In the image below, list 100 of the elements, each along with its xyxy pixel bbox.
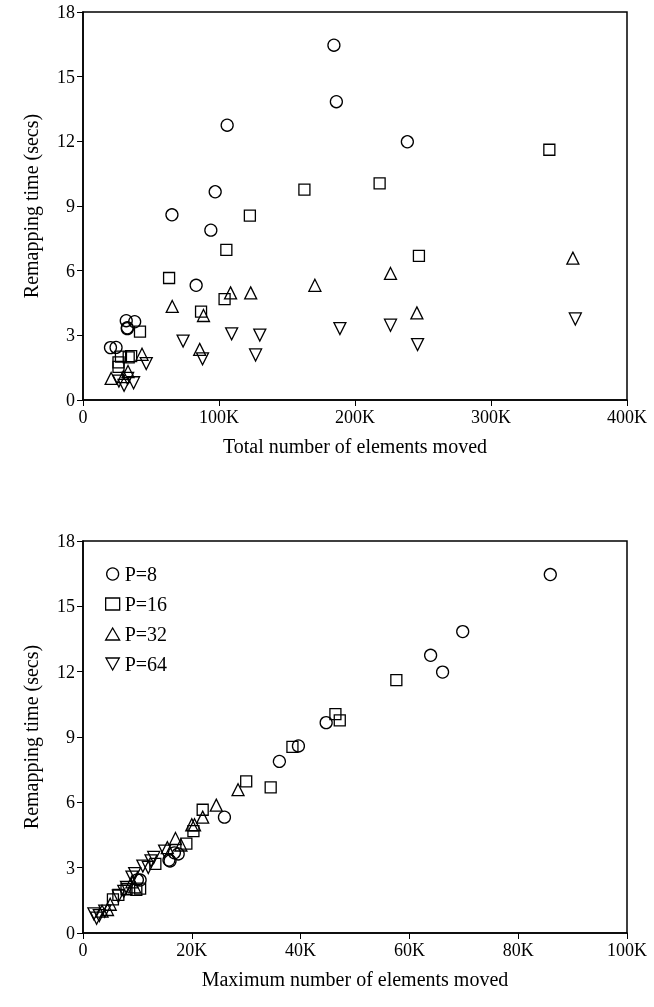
point [141, 860, 155, 875]
point [390, 674, 403, 687]
x-tick-label: 80K [502, 940, 534, 960]
point [568, 312, 582, 326]
point [165, 299, 179, 314]
point [196, 810, 210, 824]
point [112, 374, 126, 388]
point [114, 350, 128, 363]
x-tick-label: 100K [607, 940, 647, 960]
point [126, 376, 141, 390]
x-axis-title: Maximum number of elements moved [201, 968, 509, 990]
point [120, 371, 135, 386]
point [400, 135, 415, 149]
point [383, 266, 398, 281]
point [423, 648, 438, 662]
point [121, 364, 135, 379]
point [194, 305, 208, 318]
y-tick-label: 12 [57, 661, 75, 682]
point [149, 857, 162, 871]
x-tick-label: 300K [471, 407, 511, 427]
point [119, 314, 133, 328]
point [168, 831, 183, 846]
point [133, 882, 147, 895]
point [135, 347, 149, 361]
point [225, 327, 239, 341]
point [176, 334, 190, 348]
point [456, 624, 470, 639]
point [253, 328, 267, 342]
point [543, 567, 557, 582]
point [291, 739, 306, 753]
point [286, 740, 299, 753]
point [103, 340, 118, 355]
x-axis-title: Total number of elements moved [222, 435, 488, 457]
point [308, 278, 322, 292]
point [298, 183, 311, 196]
legend-label: P=64 [124, 653, 168, 675]
point [410, 306, 424, 320]
point [165, 208, 179, 222]
point [410, 337, 425, 352]
point [103, 897, 117, 911]
point [147, 850, 161, 865]
point [162, 271, 176, 285]
point [112, 360, 125, 373]
point [174, 838, 188, 852]
point [157, 844, 172, 858]
point [117, 378, 131, 392]
y-tick-label: 3 [66, 325, 75, 346]
point [196, 803, 209, 816]
y-tick-label: 0 [66, 390, 75, 410]
legend-label: P=32 [124, 623, 168, 645]
legend-label: P=16 [124, 593, 168, 615]
point [319, 715, 333, 730]
point [171, 847, 185, 861]
legend-label: P=8 [124, 563, 158, 585]
y-axis-title: Remapping time (secs) [20, 113, 43, 299]
point [240, 775, 253, 788]
y-tick-label: 6 [66, 792, 75, 813]
point [327, 38, 341, 52]
point [243, 209, 257, 222]
point [566, 251, 580, 265]
x-tick-label: 60K [393, 940, 425, 960]
point [160, 840, 174, 855]
point [209, 798, 223, 812]
point [87, 907, 101, 921]
point [264, 781, 277, 794]
y-tick-label: 9 [66, 196, 75, 216]
point [195, 352, 210, 366]
y-tick-label: 12 [57, 131, 75, 152]
point [435, 665, 450, 679]
point [220, 243, 233, 257]
point [383, 318, 398, 332]
x-tick-label: 400K [607, 407, 647, 427]
x-tick-label: 100K [199, 407, 239, 427]
point [144, 854, 158, 868]
point [112, 356, 125, 369]
point [218, 292, 231, 306]
y-tick-label: 3 [66, 857, 75, 878]
point [248, 348, 263, 362]
point [106, 893, 120, 906]
x-tick-label: 20K [176, 940, 208, 960]
x-tick-label: 40K [285, 940, 317, 960]
point [208, 185, 222, 199]
point [220, 118, 234, 132]
point [136, 859, 150, 873]
y-tick-label: 18 [57, 531, 75, 551]
y-tick-label: 6 [66, 260, 75, 281]
point [329, 707, 342, 721]
x-tick-label: 200K [335, 407, 375, 427]
point [180, 837, 193, 850]
point [128, 315, 142, 329]
point [223, 286, 238, 300]
point [231, 783, 245, 797]
y-tick-label: 15 [57, 596, 75, 617]
point [333, 322, 347, 336]
point [196, 308, 211, 323]
point [189, 278, 203, 292]
point [193, 342, 207, 356]
point [116, 370, 131, 384]
y-axis-title: Remapping time (secs) [20, 644, 43, 830]
point [109, 340, 123, 355]
